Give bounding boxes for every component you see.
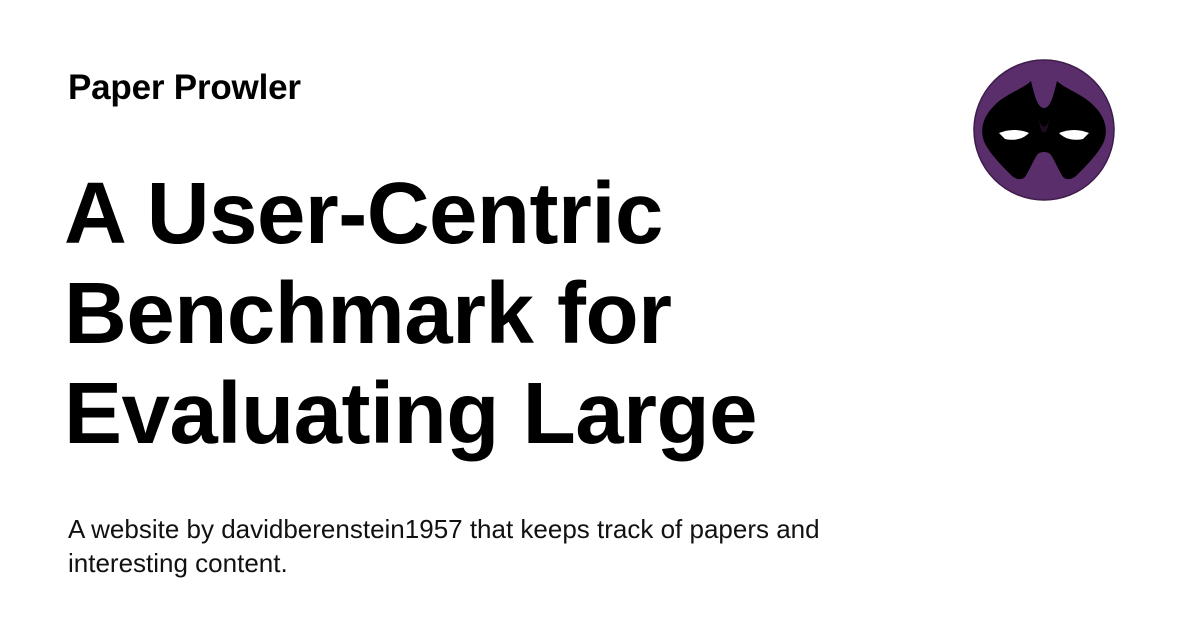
page-title: A User-Centric Benchmark for Evaluating … bbox=[64, 164, 884, 464]
masked-face-logo-icon bbox=[973, 59, 1115, 201]
page-title-line: Benchmark for bbox=[64, 265, 672, 362]
page-title-line: A User-Centric bbox=[64, 165, 663, 262]
page-title-line: Evaluating Large bbox=[64, 365, 758, 462]
site-description-line: interesting content. bbox=[68, 548, 288, 578]
site-description: A website by davidberenstein1957 that ke… bbox=[68, 512, 928, 580]
site-description-line: A website by davidberenstein1957 that ke… bbox=[68, 514, 820, 544]
site-name: Paper Prowler bbox=[68, 68, 301, 107]
